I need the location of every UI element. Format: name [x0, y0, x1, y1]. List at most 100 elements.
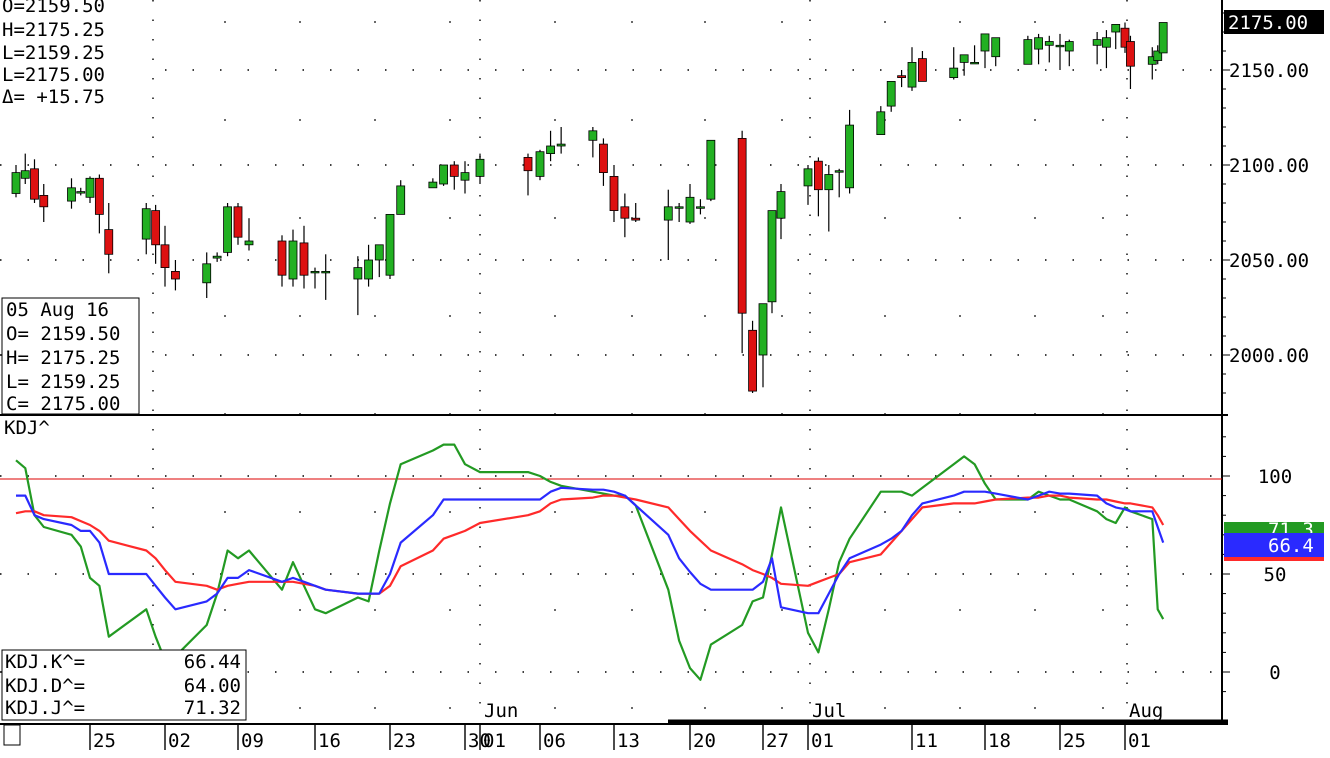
grid-dot	[1102, 707, 1104, 709]
last-price-tag: 2175.00	[1224, 10, 1324, 34]
candle-body-up	[244, 240, 254, 246]
candle-body-up	[475, 158, 485, 177]
grid-dot	[554, 511, 556, 513]
candle	[439, 164, 448, 186]
candle	[970, 45, 979, 65]
candle	[460, 161, 470, 194]
candle	[824, 165, 834, 232]
candle	[39, 184, 49, 222]
date-tick-label: 06	[543, 730, 566, 752]
candle-body-up	[991, 37, 1001, 58]
grid-dot	[884, 21, 886, 23]
candle	[11, 165, 21, 198]
scroll-handle[interactable]	[3, 724, 21, 746]
candle-body-up	[67, 187, 76, 202]
grid-dot	[884, 511, 886, 513]
candle-body-down	[449, 164, 459, 177]
price-axis: 2000.00 2050.00 2100.00 2150.00	[1222, 12, 1309, 394]
candle-body-up	[141, 208, 151, 240]
candle	[907, 47, 917, 91]
grid-dot	[704, 511, 706, 513]
header-ohlc-bg	[0, 0, 140, 100]
candle-body-up	[310, 270, 320, 274]
candle	[374, 244, 384, 278]
candle	[104, 203, 114, 274]
price-info-box-frame	[1, 297, 140, 415]
candle	[1064, 39, 1074, 67]
candle-body-up	[876, 111, 886, 136]
candle-body-up	[970, 62, 979, 65]
kdj-info-box-frame	[1, 649, 247, 721]
kdj-d-label: KDJ.D^=	[5, 675, 85, 697]
candle-body-up	[949, 67, 959, 78]
grid-dot	[631, 315, 633, 317]
grid-dot	[449, 707, 451, 709]
header-last: L=2175.00	[2, 64, 105, 86]
grid-dot	[554, 21, 556, 23]
date-tick-label: 27	[766, 730, 789, 752]
candle	[85, 176, 95, 203]
grid-dot	[1034, 21, 1036, 23]
price-info-date: 05 Aug 16	[6, 299, 109, 321]
date-tick-label: 25	[93, 730, 116, 752]
candle-body-up	[460, 172, 470, 181]
grid-dot	[554, 119, 556, 121]
candle	[385, 213, 395, 279]
candle-body-up	[321, 270, 331, 274]
kdj-tick-label: 50	[1264, 564, 1287, 586]
candle	[737, 130, 747, 354]
grid-dot	[959, 707, 961, 709]
candle	[1158, 22, 1168, 54]
kdj-tick-label: 100	[1258, 466, 1292, 488]
candle	[609, 165, 619, 222]
candle-body-up	[1111, 23, 1121, 33]
candle	[1023, 35, 1033, 65]
candle-body-down	[233, 206, 243, 238]
kdj-lines	[15, 443, 1165, 681]
candle-body-down	[1126, 41, 1135, 67]
candle	[876, 106, 886, 136]
candle	[918, 51, 927, 82]
grid-dot	[959, 609, 961, 611]
candle-body-up	[1102, 37, 1111, 48]
candle	[475, 153, 485, 184]
grid-dot	[884, 315, 886, 317]
candle-body-up	[374, 244, 384, 261]
candle	[151, 204, 161, 264]
candle	[980, 33, 990, 69]
date-tick-label: 25	[1063, 730, 1086, 752]
grid-dot	[781, 609, 783, 611]
grid-dot	[631, 707, 633, 709]
candle-body-down	[39, 194, 49, 208]
candle	[674, 203, 684, 222]
grid-dot	[554, 609, 556, 611]
candle	[834, 168, 844, 198]
candle	[886, 81, 896, 112]
candle	[288, 229, 298, 287]
date-tick-label: 16	[318, 730, 341, 752]
last-price-tag-text: 2175.00	[1228, 12, 1308, 34]
grid-dot	[704, 217, 706, 219]
candle-body-up	[767, 210, 777, 303]
candle-body-up	[803, 168, 813, 187]
grid-dot	[224, 609, 226, 611]
candle-body-up	[1044, 41, 1054, 46]
candle	[449, 161, 459, 190]
candle-body-up	[546, 145, 555, 154]
candle	[685, 184, 695, 224]
candle-body-up	[85, 177, 95, 198]
header-low: L=2159.25	[2, 42, 105, 64]
candle-body-down	[151, 210, 161, 246]
grid-dot	[959, 511, 961, 513]
grid-dot	[449, 315, 451, 317]
kdj-tick-label: 0	[1269, 662, 1280, 684]
candle-body-up	[907, 62, 917, 88]
header-delta: Δ= +15.75	[2, 86, 105, 108]
price-tick-label: 2100.00	[1229, 155, 1309, 177]
candle-body-down	[609, 175, 619, 211]
candle-body-up	[11, 172, 21, 194]
k-tag-text: 66.4	[1268, 535, 1314, 557]
grid-dot	[374, 315, 376, 317]
kdj-k-line	[16, 486, 1165, 615]
